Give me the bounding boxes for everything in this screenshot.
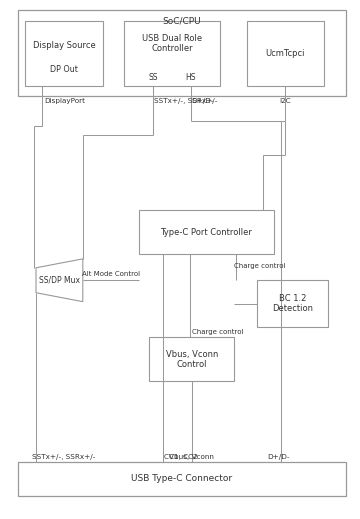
Text: SSTx+/-, SSRx+/-: SSTx+/-, SSRx+/- xyxy=(32,454,96,460)
Text: I2C: I2C xyxy=(279,98,291,104)
Bar xyxy=(18,10,346,96)
Bar xyxy=(18,462,346,496)
Text: HS: HS xyxy=(186,73,196,81)
Text: Display Source: Display Source xyxy=(32,41,95,50)
Text: USB Dual Role
Controller: USB Dual Role Controller xyxy=(142,34,202,53)
Text: SS: SS xyxy=(148,73,158,81)
Text: Vbus, Vconn
Control: Vbus, Vconn Control xyxy=(166,350,218,369)
Bar xyxy=(149,337,234,381)
Bar xyxy=(139,210,274,254)
Bar xyxy=(257,280,328,327)
Text: Type-C Port Controller: Type-C Port Controller xyxy=(160,228,252,237)
Text: Charge control: Charge control xyxy=(192,329,243,335)
Text: Alt Mode Control: Alt Mode Control xyxy=(82,271,140,277)
Text: DisplayPort: DisplayPort xyxy=(44,98,85,104)
Text: D+/D-: D+/D- xyxy=(268,454,290,460)
Text: USB Type-C Connector: USB Type-C Connector xyxy=(131,474,232,483)
Text: Charge control: Charge control xyxy=(234,263,285,269)
Text: SSTx+/-, SSRx+/-: SSTx+/-, SSRx+/- xyxy=(153,98,217,104)
Text: Vbus, Vconn: Vbus, Vconn xyxy=(169,454,214,460)
Text: SoC/CPU: SoC/CPU xyxy=(162,17,201,25)
Text: DP Out: DP Out xyxy=(50,65,78,74)
Text: SS/DP Mux: SS/DP Mux xyxy=(39,276,80,285)
Text: UcmTcpci: UcmTcpci xyxy=(266,49,305,58)
Text: BC 1.2
Detection: BC 1.2 Detection xyxy=(272,294,313,313)
Bar xyxy=(124,21,220,86)
Text: D+/D-: D+/D- xyxy=(192,98,214,104)
Text: CC1, CC2: CC1, CC2 xyxy=(163,454,197,460)
Bar xyxy=(247,21,324,86)
Bar xyxy=(25,21,103,86)
Polygon shape xyxy=(36,259,83,302)
